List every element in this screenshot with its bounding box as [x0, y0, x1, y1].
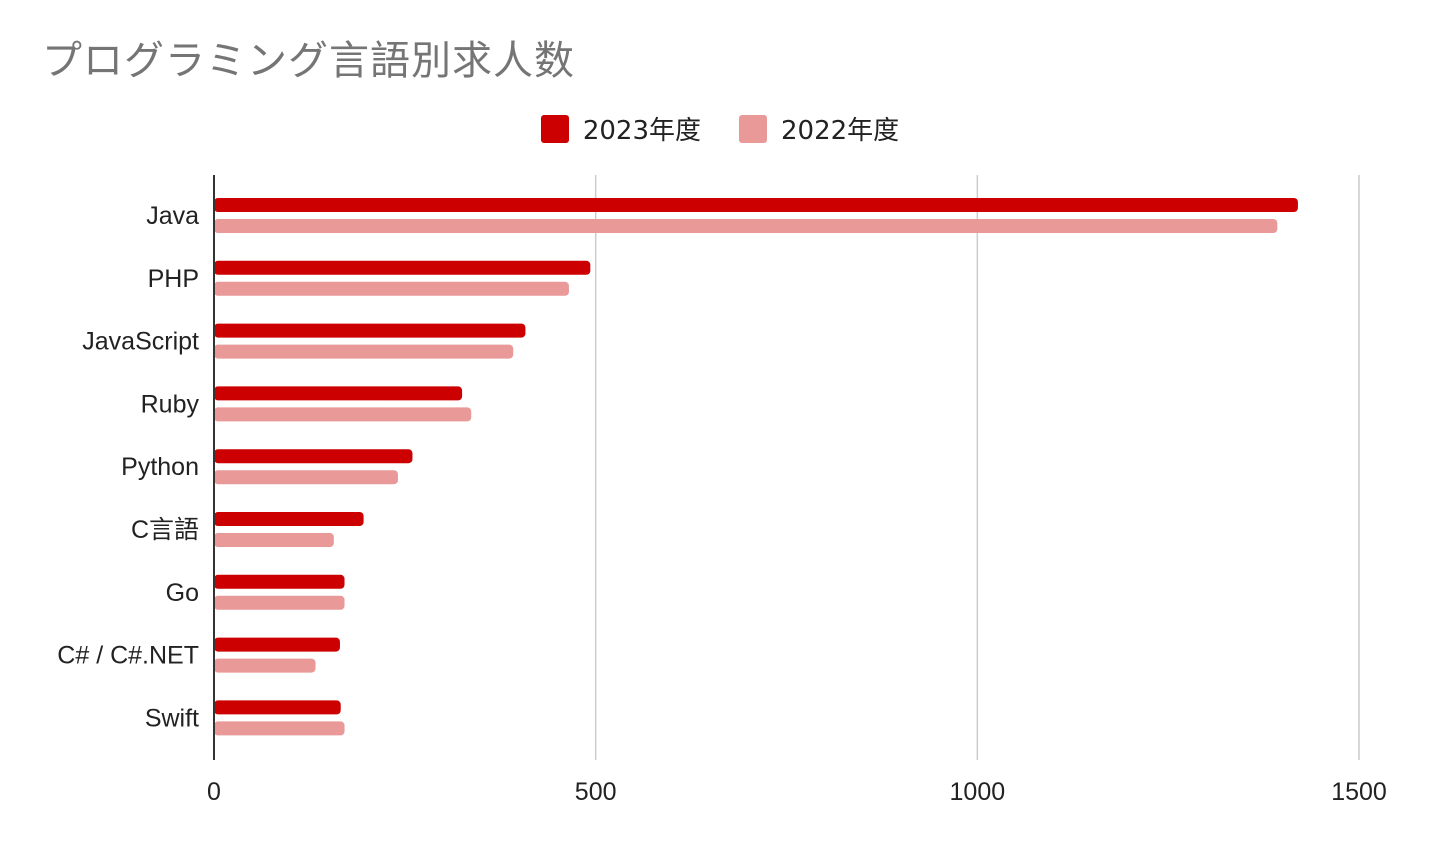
- bar-2022: [214, 281, 569, 296]
- bar-2022: [214, 721, 345, 736]
- legend-swatch-2023: [540, 114, 569, 143]
- bar-2022: [214, 344, 514, 359]
- x-tick-label: 500: [575, 778, 617, 806]
- y-tick-label: C# / C#.NET: [57, 642, 199, 670]
- bar-2023: [214, 574, 345, 589]
- bar-2022: [214, 658, 316, 673]
- legend-label-2022: 2022年度: [781, 116, 900, 146]
- y-tick-label: JavaScript: [82, 328, 199, 356]
- bar-2022: [214, 219, 1278, 233]
- legend: 2023年度 2022年度: [0, 110, 1440, 147]
- legend-item-2022[interactable]: 2022年度: [739, 110, 899, 147]
- y-tick-label: Java: [146, 202, 199, 230]
- legend-swatch-2022: [739, 114, 767, 143]
- legend-item-2023[interactable]: 2023年度: [540, 110, 701, 147]
- y-tick-label: C言語: [131, 516, 199, 544]
- chart-title: プログラミング言語別求人数: [42, 38, 575, 84]
- y-tick-label: PHP: [148, 265, 199, 293]
- bar-2023: [214, 512, 364, 526]
- bar-2023: [214, 386, 463, 401]
- y-tick-label: Swift: [145, 704, 199, 732]
- bar-2023: [214, 323, 526, 338]
- bar-2022: [214, 595, 345, 610]
- bar-2022: [214, 470, 398, 485]
- y-tick-label: Ruby: [141, 390, 200, 418]
- bar-2023: [214, 700, 341, 715]
- bar-2023: [214, 260, 591, 275]
- bar-2022: [214, 533, 334, 547]
- x-tick-label: 1000: [950, 778, 1006, 806]
- y-tick-label: Go: [166, 579, 199, 607]
- bar-2023: [214, 198, 1298, 212]
- x-tick-label: 0: [207, 778, 221, 806]
- y-tick-label: Python: [121, 453, 199, 481]
- bar-2023: [214, 449, 413, 464]
- bar-2023: [214, 637, 340, 652]
- legend-label-2023: 2023年度: [582, 116, 701, 146]
- bar-2022: [214, 407, 472, 422]
- x-tick-label: 1500: [1331, 778, 1387, 806]
